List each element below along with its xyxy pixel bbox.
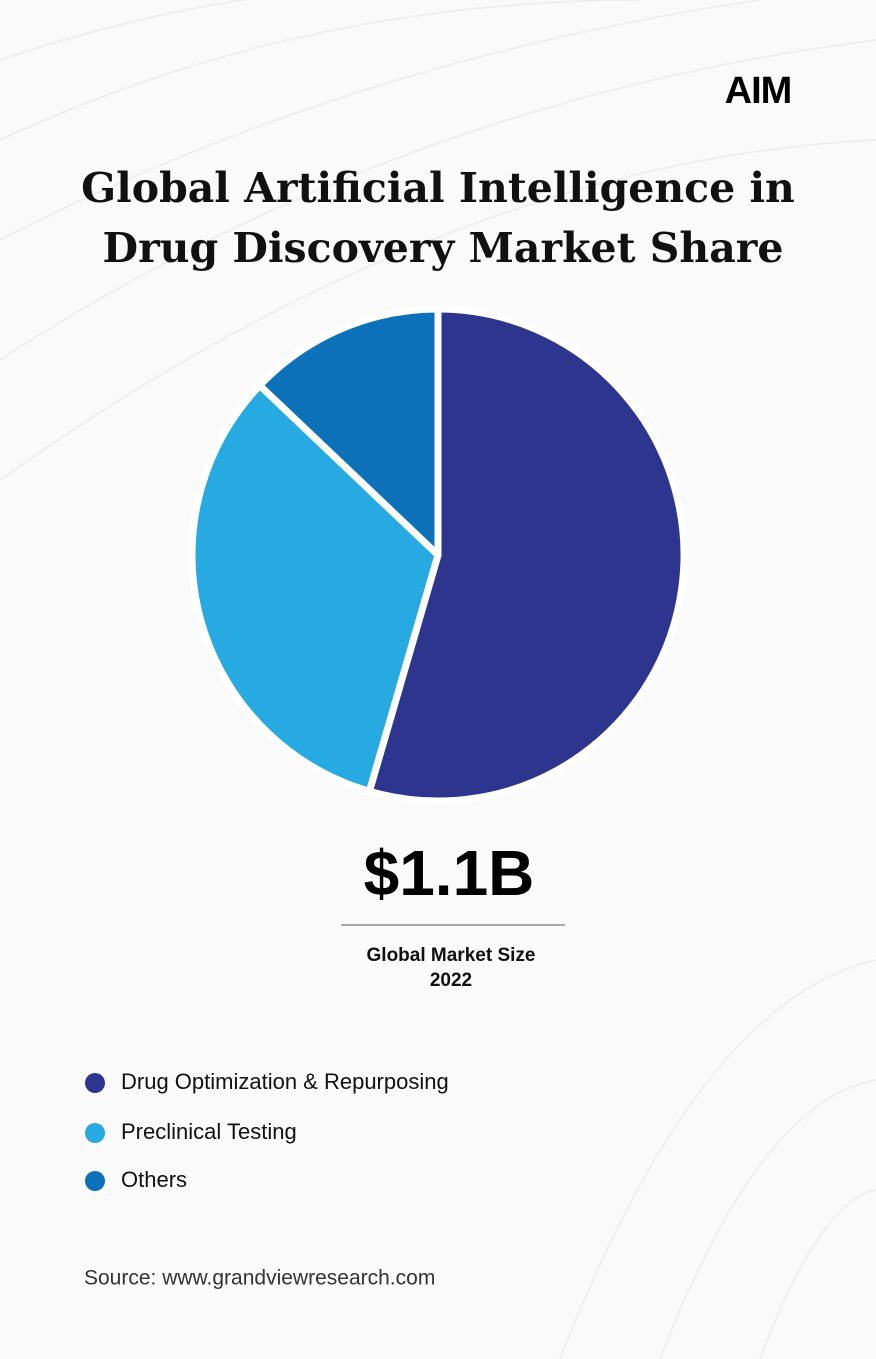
pie-slice xyxy=(188,381,442,795)
logo: AIM xyxy=(725,70,792,112)
legend-label: Others xyxy=(121,1167,187,1192)
legend-marker xyxy=(85,1123,105,1143)
legend-marker xyxy=(85,1171,105,1191)
legend: Drug Optimization & Repurposing Preclinic… xyxy=(85,1069,449,1192)
pie-slice xyxy=(365,305,688,805)
pie xyxy=(188,305,688,805)
legend-label: Drug Optimization & Repurposing xyxy=(121,1069,449,1094)
chart-title: Drug Discovery Market Share xyxy=(103,224,784,272)
caption: 2022 xyxy=(430,970,472,991)
caption: Global Market Size xyxy=(367,945,536,966)
legend-label: Preclinical Testing xyxy=(121,1119,297,1144)
headline-value: $1.1B xyxy=(364,837,535,909)
chart-title: Global Artificial Intelligence in xyxy=(81,164,795,212)
legend-marker xyxy=(85,1073,105,1093)
source: Source: www.grandviewresearch.com xyxy=(84,1267,435,1290)
pie-slice xyxy=(256,305,442,559)
